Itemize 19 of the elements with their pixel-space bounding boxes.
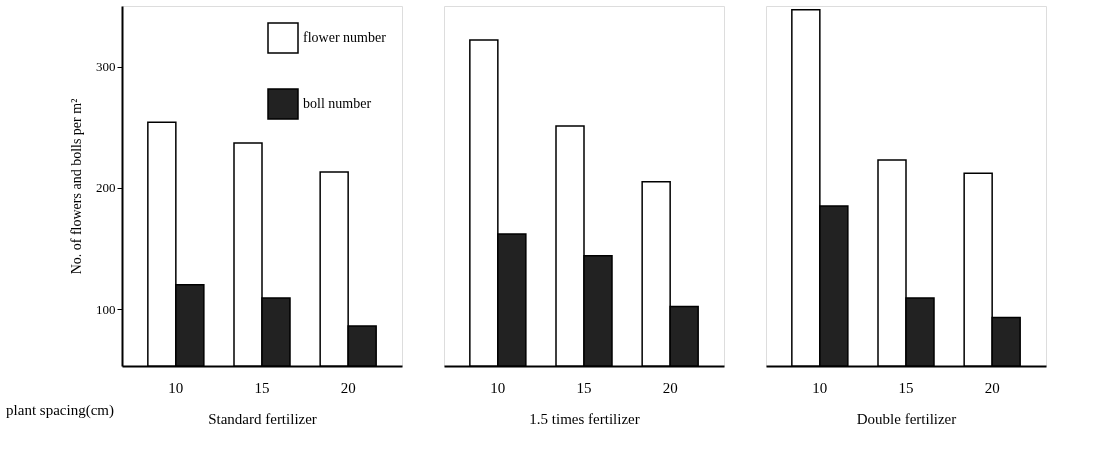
x-tick-label: 20 xyxy=(340,379,356,396)
x-tick-label: 20 xyxy=(662,379,678,396)
legend-label: boll number xyxy=(303,96,372,111)
x-axis-title: Double fertilizer xyxy=(856,410,957,427)
x-tick-label: 15 xyxy=(898,379,914,396)
text: plant spacing(cm) xyxy=(6,402,114,419)
x-axis-title: 1.5 times fertilizer xyxy=(529,410,640,427)
y-tick-label: 100 xyxy=(96,301,116,317)
x-tick-label: 20 xyxy=(984,379,1000,396)
x-tick-label: 10 xyxy=(812,379,828,396)
x-tick-label: 15 xyxy=(576,379,592,396)
x-tick-label: 10 xyxy=(490,379,506,396)
x-tick-label: 15 xyxy=(254,379,270,396)
y-axis-title: No. of flowers and bolls per m² xyxy=(69,98,84,275)
y-tick-label: 300 xyxy=(96,59,116,75)
x-axis-title: Standard fertilizer xyxy=(208,410,317,427)
legend-label: flower number xyxy=(303,30,387,45)
x-tick-label: 10 xyxy=(168,379,184,396)
y-tick-label: 200 xyxy=(96,180,116,196)
